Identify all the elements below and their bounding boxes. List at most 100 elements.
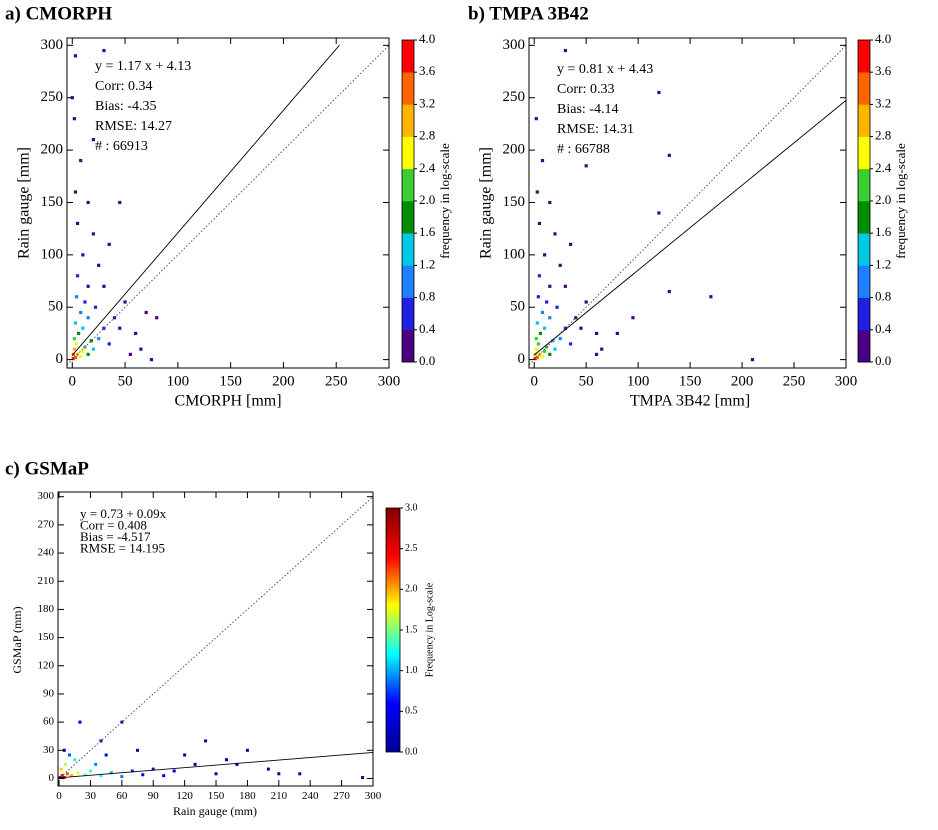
stat-annotation: RMSE: 14.27 bbox=[95, 119, 172, 134]
density-cell bbox=[83, 300, 87, 304]
x-tick-label: 50 bbox=[118, 374, 133, 390]
density-cell bbox=[73, 758, 77, 762]
density-cell bbox=[75, 274, 80, 278]
density-cell bbox=[615, 331, 619, 336]
stat-annotation: # : 66913 bbox=[95, 139, 148, 154]
density-cell bbox=[534, 117, 538, 121]
x-axis-label: Rain gauge (mm) bbox=[173, 804, 257, 818]
density-cell bbox=[555, 305, 559, 309]
density-cell bbox=[74, 295, 79, 299]
density-cell bbox=[214, 772, 218, 776]
density-cell bbox=[118, 326, 122, 330]
colorbar-tick-label: 2.8 bbox=[875, 128, 891, 143]
density-cell bbox=[584, 300, 588, 304]
panel-title: b) TMPA 3B42 bbox=[468, 3, 589, 24]
x-tick-label: 100 bbox=[167, 374, 190, 390]
density-cell bbox=[99, 774, 103, 778]
density-cell bbox=[172, 769, 176, 773]
stat-annotation: # : 66788 bbox=[557, 142, 610, 157]
density-cell bbox=[183, 753, 187, 757]
density-cell bbox=[76, 771, 80, 775]
y-axis-label: Rain gauge [mm] bbox=[478, 147, 495, 259]
density-cell bbox=[667, 289, 671, 294]
density-cell bbox=[68, 753, 72, 757]
density-cell bbox=[235, 762, 239, 766]
x-tick-label: 210 bbox=[271, 790, 288, 802]
density-cell bbox=[563, 284, 567, 288]
density-cell bbox=[97, 263, 101, 267]
colorbar-tick-label: 4.0 bbox=[875, 31, 891, 46]
density-cell bbox=[79, 158, 83, 163]
y-tick-label: 200 bbox=[41, 142, 64, 158]
density-cell bbox=[162, 774, 166, 778]
density-cell bbox=[141, 773, 145, 777]
plot-frame bbox=[528, 37, 847, 369]
x-tick-label: 120 bbox=[176, 790, 193, 802]
colorbar-tick-label: 0.0 bbox=[405, 746, 418, 757]
density-cell bbox=[107, 242, 111, 246]
density-cell bbox=[536, 295, 540, 299]
density-cell bbox=[568, 342, 573, 346]
stat-annotation: y = 1.17 x + 4.13 bbox=[95, 59, 191, 74]
density-cell bbox=[535, 355, 539, 360]
x-axis-label: TMPA 3B42 [mm] bbox=[630, 393, 750, 410]
density-cell bbox=[558, 337, 562, 341]
density-cell bbox=[545, 300, 549, 304]
density-cell bbox=[579, 326, 583, 330]
density-cell bbox=[139, 347, 143, 351]
density-cell bbox=[97, 337, 101, 341]
density-cell bbox=[144, 310, 148, 315]
colorbar-bin bbox=[858, 329, 870, 363]
density-cell bbox=[81, 326, 85, 330]
y-tick-label: 50 bbox=[48, 299, 63, 315]
density-cell bbox=[74, 342, 79, 346]
density-cell bbox=[123, 300, 127, 304]
colorbar-tick-label: 3.6 bbox=[419, 63, 436, 78]
density-cell bbox=[89, 339, 93, 343]
x-tick-label: 200 bbox=[731, 374, 754, 390]
plot-frame bbox=[57, 491, 374, 787]
colorbar-tick-label: 2.8 bbox=[419, 128, 435, 143]
density-cell bbox=[73, 190, 78, 194]
density-cell bbox=[72, 347, 76, 351]
density-cell bbox=[86, 352, 90, 356]
density-cell bbox=[204, 739, 208, 743]
density-cell bbox=[548, 316, 552, 320]
stat-annotation: RMSE = 14.195 bbox=[80, 540, 165, 555]
colorbar-bin bbox=[402, 40, 414, 73]
colorbar-bin bbox=[402, 297, 414, 331]
density-cell bbox=[540, 354, 545, 359]
plot-frame bbox=[66, 37, 390, 369]
density-cell bbox=[63, 762, 67, 766]
colorbar-label: frequency in log-scale bbox=[893, 143, 908, 259]
density-cell bbox=[558, 263, 562, 267]
colorbar-bin bbox=[858, 201, 870, 234]
colorbar-tick-label: 2.5 bbox=[405, 543, 418, 554]
density-cell bbox=[584, 164, 588, 168]
colorbar-tick-label: 2.4 bbox=[875, 160, 892, 175]
colorbar-tick-label: 0.8 bbox=[875, 289, 891, 304]
density-cell bbox=[88, 769, 92, 773]
y-tick-label: 180 bbox=[38, 603, 55, 615]
density-cell bbox=[120, 775, 124, 779]
density-cell bbox=[73, 321, 78, 325]
density-cell bbox=[553, 232, 557, 236]
density-cell bbox=[540, 158, 545, 163]
y-tick-label: 0 bbox=[49, 772, 55, 784]
colorbar-label: Frequency in Log-scale bbox=[424, 582, 435, 677]
x-tick-label: 60 bbox=[116, 790, 128, 802]
colorbar-tick-label: 0.5 bbox=[405, 706, 418, 717]
density-cell bbox=[136, 748, 140, 752]
stat-annotation: Corr: 0.33 bbox=[557, 82, 615, 97]
colorbar-tick-label: 2.0 bbox=[875, 192, 891, 207]
density-cell bbox=[535, 190, 539, 194]
density-cell bbox=[91, 138, 95, 142]
colorbar-tick-label: 3.2 bbox=[875, 95, 891, 110]
density-cell bbox=[224, 758, 228, 762]
density-cell bbox=[657, 90, 661, 95]
density-cell bbox=[533, 356, 537, 361]
density-cell bbox=[574, 316, 578, 320]
colorbar-tick-label: 3.0 bbox=[405, 502, 418, 513]
density-cell bbox=[86, 200, 90, 205]
